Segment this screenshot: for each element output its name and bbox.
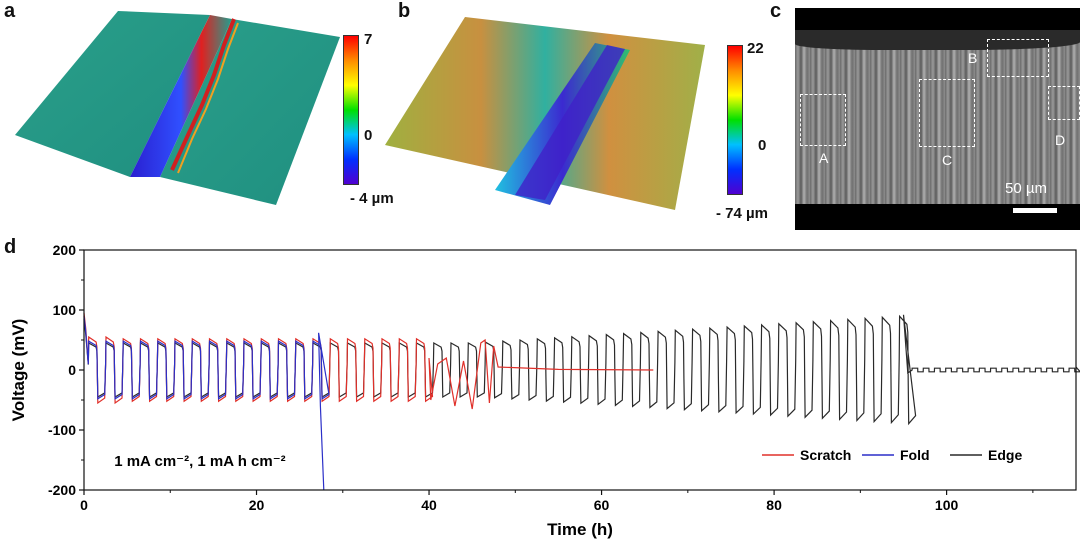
colorbar-a-mid: 0 bbox=[364, 127, 373, 144]
region-box-b bbox=[987, 39, 1049, 77]
plane-right-a bbox=[160, 19, 340, 205]
x-tick-label: 40 bbox=[421, 497, 437, 513]
region-label-c: C bbox=[942, 152, 953, 168]
x-tick-label: 20 bbox=[249, 497, 265, 513]
plane-left-a bbox=[15, 11, 210, 177]
panel-letter-b: b bbox=[398, 0, 411, 22]
colorbar-b bbox=[727, 45, 743, 195]
colorbar-a bbox=[343, 35, 359, 185]
legend: Scratch Fold Edge bbox=[762, 447, 1022, 463]
panel-letter-a: a bbox=[4, 0, 16, 22]
x-tick-label: 100 bbox=[935, 497, 959, 513]
region-label-b: B bbox=[968, 50, 978, 66]
legend-label-scratch: Scratch bbox=[800, 447, 851, 463]
y-axis-label: Voltage (mV) bbox=[9, 319, 28, 422]
x-tick-label: 0 bbox=[80, 497, 88, 513]
legend-label-edge: Edge bbox=[988, 447, 1022, 463]
scale-bar-label: 50 µm bbox=[1005, 180, 1047, 197]
plane-b bbox=[385, 17, 705, 210]
y-tick-label: -200 bbox=[48, 482, 76, 498]
region-label-a: A bbox=[819, 150, 829, 166]
colorbar-b-mid: 0 bbox=[758, 137, 767, 154]
y-tick-label: -100 bbox=[48, 422, 76, 438]
surface-plot-a bbox=[15, 11, 340, 205]
legend-label-fold: Fold bbox=[900, 447, 930, 463]
region-label-d: D bbox=[1055, 132, 1066, 148]
series-line-fold bbox=[83, 315, 330, 491]
condition-annotation: 1 mA cm⁻², 1 mA h cm⁻² bbox=[114, 453, 285, 470]
colorbar-b-max: 22 bbox=[747, 40, 764, 57]
scale-bar bbox=[1013, 208, 1057, 213]
series-line-edge bbox=[83, 314, 1080, 426]
region-box-c bbox=[919, 79, 975, 147]
voltage-chart: Voltage (mV) Time (h) 1 mA cm⁻², 1 mA h … bbox=[9, 242, 1080, 539]
groove-a bbox=[130, 15, 232, 177]
y-tick-label: 100 bbox=[53, 302, 77, 318]
series-line-scratch bbox=[83, 312, 654, 410]
colorbar-a-max: 7 bbox=[364, 31, 373, 48]
x-tick-label: 80 bbox=[766, 497, 782, 513]
region-box-a bbox=[800, 94, 846, 146]
y-tick-label: 200 bbox=[53, 242, 77, 258]
micrograph-c: A B C D 50 µm bbox=[795, 8, 1080, 230]
panel-letter-c: c bbox=[770, 0, 782, 22]
panel-letter-d: d bbox=[4, 236, 17, 258]
y-tick-label: 0 bbox=[68, 362, 76, 378]
x-axis-label: Time (h) bbox=[547, 520, 613, 539]
colorbar-a-min: - 4 µm bbox=[350, 190, 394, 207]
x-tick-label: 60 bbox=[594, 497, 610, 513]
region-box-d bbox=[1048, 86, 1080, 120]
colorbar-b-min: - 74 µm bbox=[716, 205, 768, 222]
surface-plot-b bbox=[385, 17, 705, 210]
